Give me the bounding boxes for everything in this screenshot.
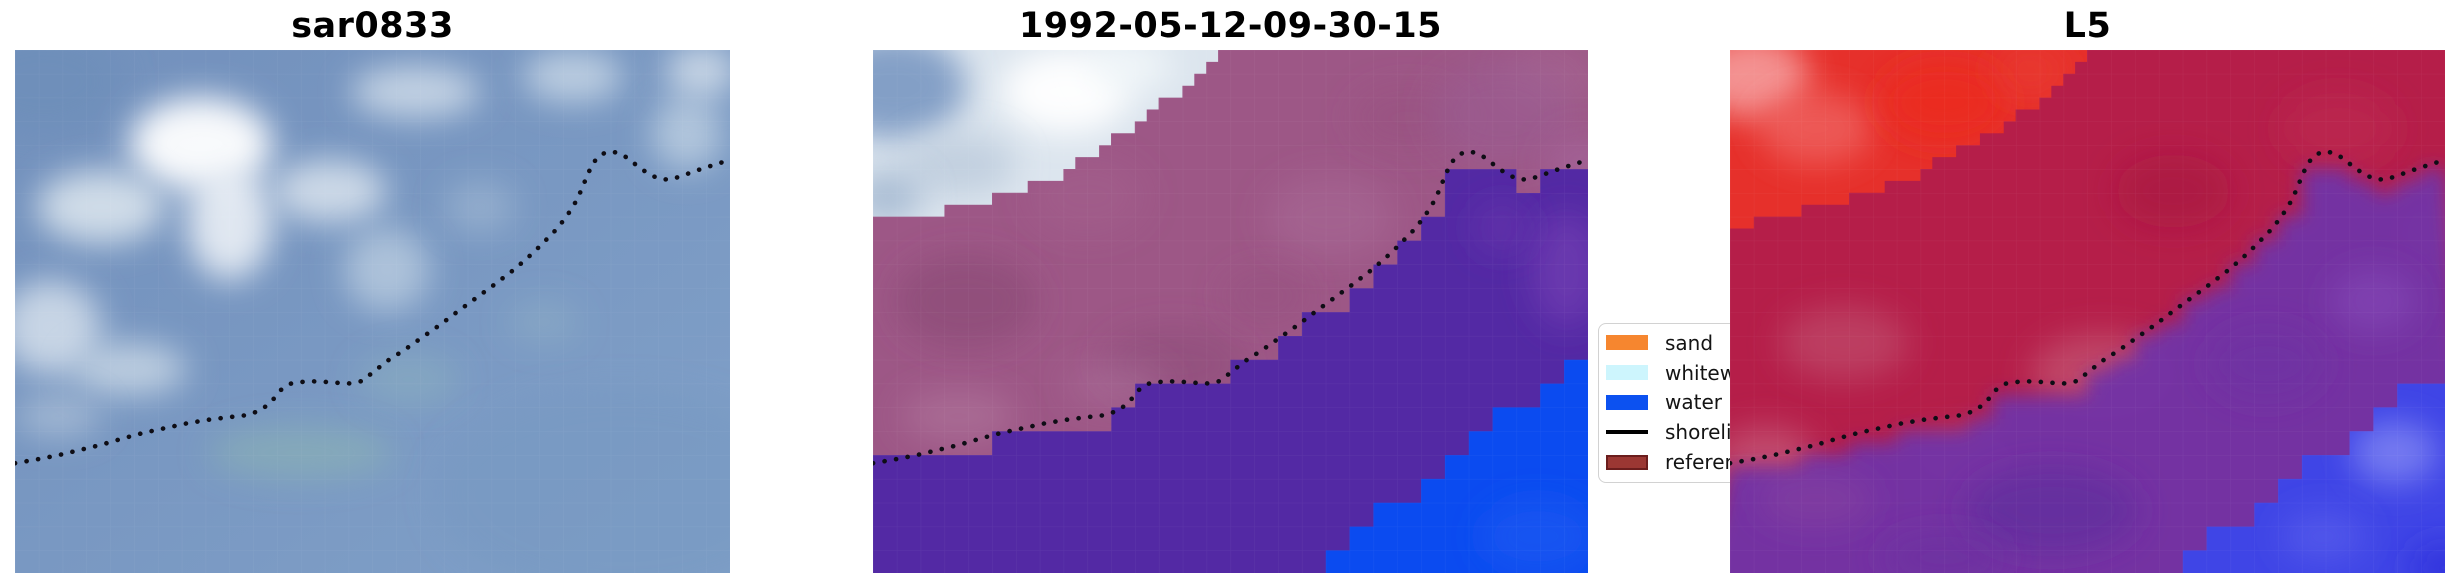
panel-svg	[15, 50, 730, 573]
legend-entry-sand: sand	[1606, 328, 1797, 358]
panel-image-classified	[873, 50, 1588, 573]
panel-svg	[1730, 50, 2445, 573]
sand-color-swatch	[1606, 335, 1648, 351]
panel-image-sar0833	[15, 50, 730, 573]
water-color-swatch	[1606, 394, 1648, 410]
whitewater-color-swatch	[1606, 365, 1648, 381]
legend-label: water	[1665, 390, 1722, 415]
legend-label: sand	[1665, 330, 1714, 355]
panel-svg	[873, 50, 1588, 573]
panel-title-date: 1992-05-12-09-30-15	[1018, 6, 1443, 46]
panel-title-sar0833: sar0833	[291, 6, 454, 46]
legend-entry-water: water	[1606, 388, 1797, 418]
panel-image-l5	[1730, 50, 2445, 573]
reference-color-swatch	[1606, 454, 1648, 470]
panel-title-l5: L5	[2063, 6, 2112, 46]
shoreline-line-swatch	[1606, 430, 1648, 435]
